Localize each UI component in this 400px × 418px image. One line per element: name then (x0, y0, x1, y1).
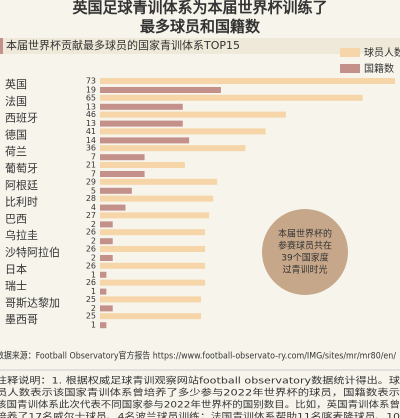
category-label: 乌拉圭 (5, 228, 38, 242)
value-label: 46 (86, 110, 96, 119)
bar (100, 137, 190, 144)
legend-label: 国籍数 (364, 62, 394, 75)
value-label: 25 (86, 312, 96, 321)
value-label: 14 (86, 136, 96, 145)
value-label: 1 (91, 287, 96, 296)
bar (100, 313, 202, 320)
legend-swatch (340, 48, 360, 57)
bar (100, 212, 210, 219)
bar (100, 204, 126, 211)
value-label: 26 (86, 278, 96, 287)
value-label: 73 (86, 77, 96, 86)
value-label: 5 (91, 186, 96, 195)
subtitle-band (0, 38, 400, 54)
bar (100, 322, 107, 329)
value-label: 26 (86, 245, 96, 254)
annotation-circle (262, 209, 348, 295)
bar (100, 94, 363, 101)
bar (100, 279, 206, 286)
category-label: 西班牙 (5, 112, 38, 125)
subtitle-accent (0, 38, 3, 54)
bar (100, 171, 145, 177)
value-label: 2 (91, 237, 96, 246)
annotation: 参赛球员共在 (278, 240, 332, 252)
bar (100, 145, 246, 152)
bar (100, 103, 183, 110)
category-label: 英国 (5, 77, 27, 91)
bar (100, 229, 206, 236)
bar (100, 120, 183, 127)
value-label: 7 (91, 170, 96, 179)
bar (100, 221, 113, 228)
value-label: 26 (86, 261, 96, 270)
category-label: 巴西 (5, 212, 27, 225)
bar (100, 162, 185, 168)
note: 培养了17名威尔士球员、4名波兰球员训练；法国青训体系帮助11名喀麦隆球员、10 (0, 411, 400, 418)
annotation: 本届世界杯的 (278, 228, 332, 240)
bar (100, 128, 266, 135)
bar (100, 246, 206, 252)
category-label: 阿根廷 (5, 178, 38, 192)
legend-swatch (340, 64, 360, 73)
chart-title: 最多球员和国籍数 (140, 18, 261, 36)
value-label: 21 (86, 161, 96, 170)
note: 注释说明：1. 根据权威足球青训观察网站football observatory… (0, 375, 400, 387)
category-label: 德国 (5, 127, 27, 141)
bar (100, 262, 206, 269)
category-label: 荷兰 (5, 145, 27, 158)
value-label: 29 (86, 177, 96, 186)
value-label: 27 (86, 211, 96, 220)
bar (100, 87, 221, 93)
annotation: 39个国家度 (281, 252, 328, 264)
category-label: 法国 (5, 94, 27, 108)
category-label: 葡萄牙 (5, 162, 38, 175)
bar (100, 255, 113, 261)
value-label: 2 (91, 220, 96, 229)
bar (100, 296, 202, 303)
chart-title: 英国足球青训体系为本届世界杯训练了 (72, 0, 327, 17)
value-label: 25 (86, 295, 96, 304)
value-label: 1 (91, 270, 96, 279)
bar (100, 195, 214, 202)
value-label: 41 (86, 127, 96, 136)
bar (100, 238, 113, 245)
annotation: 过青训时光 (282, 264, 327, 276)
bar (100, 78, 395, 84)
bar (100, 288, 107, 295)
value-label: 1 (91, 321, 96, 330)
bar (100, 178, 218, 185)
bar (100, 111, 286, 118)
category-label: 比利时 (5, 196, 38, 209)
value-label: 36 (86, 144, 96, 153)
bar (100, 305, 113, 312)
category-label: 瑞士 (5, 279, 27, 293)
legend-label: 球员人数 (364, 46, 400, 59)
source: 数据来源：Football Observatory官方报告 https://ww… (0, 350, 397, 362)
category-label: 日本 (5, 262, 27, 276)
value-label: 28 (86, 194, 96, 203)
value-label: 2 (91, 254, 96, 263)
value-label: 13 (86, 119, 96, 128)
category-label: 沙特阿拉伯 (5, 245, 60, 259)
value-label: 13 (86, 102, 96, 111)
bar (100, 271, 107, 278)
value-label: 19 (86, 86, 96, 95)
value-label: 26 (86, 228, 96, 237)
category-label: 墨西哥 (5, 313, 38, 326)
note: 员人数表示该国家青训体系曾培养了多少参与2022年世界杯的球员，国籍数表示 (0, 387, 400, 399)
bar (100, 154, 145, 161)
category-label: 哥斯达黎加 (5, 295, 60, 309)
value-label: 4 (91, 203, 96, 212)
note: 该国青训体系此次代表不同国家参与2022年世界杯的国别数目。比如，英国青训体系曾 (0, 399, 400, 411)
value-label: 65 (86, 93, 96, 102)
bar (100, 187, 132, 194)
value-label: 7 (91, 153, 96, 162)
subtitle: 本届世界杯贡献最多球员的国家青训体系TOP15 (6, 38, 240, 52)
value-label: 2 (91, 304, 96, 313)
